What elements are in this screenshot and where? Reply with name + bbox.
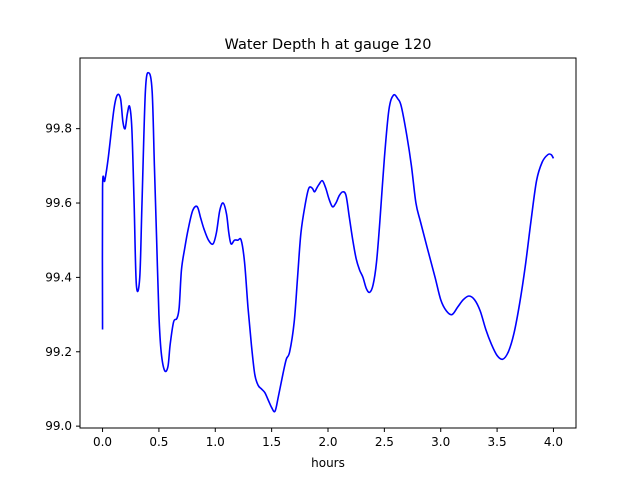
chart-title: Water Depth h at gauge 120	[225, 37, 432, 53]
x-tick-label: 3.5	[488, 435, 507, 449]
y-tick-label: 99.0	[45, 419, 72, 433]
series-line	[101, 71, 555, 413]
series-layer	[101, 71, 555, 413]
x-axis-label: hours	[311, 456, 345, 470]
x-tick-label: 1.0	[206, 435, 225, 449]
x-tick-label: 0.0	[93, 435, 112, 449]
y-tick-label: 99.8	[45, 122, 72, 136]
x-tick-label: 2.0	[318, 435, 337, 449]
y-tick-label: 99.4	[45, 270, 72, 284]
y-axis: 99.0 99.2 99.4 99.6 99.8	[45, 122, 80, 433]
x-tick-label: 2.5	[375, 435, 394, 449]
x-axis: 0.0 0.5 1.0 1.5 2.0 2.5 3.0 3.5 4.0	[93, 428, 563, 449]
x-tick-label: 0.5	[149, 435, 168, 449]
y-tick-label: 99.2	[45, 345, 72, 359]
x-tick-label: 4.0	[544, 435, 563, 449]
y-tick-label: 99.6	[45, 196, 72, 210]
x-tick-label: 3.0	[431, 435, 450, 449]
x-tick-label: 1.5	[262, 435, 281, 449]
